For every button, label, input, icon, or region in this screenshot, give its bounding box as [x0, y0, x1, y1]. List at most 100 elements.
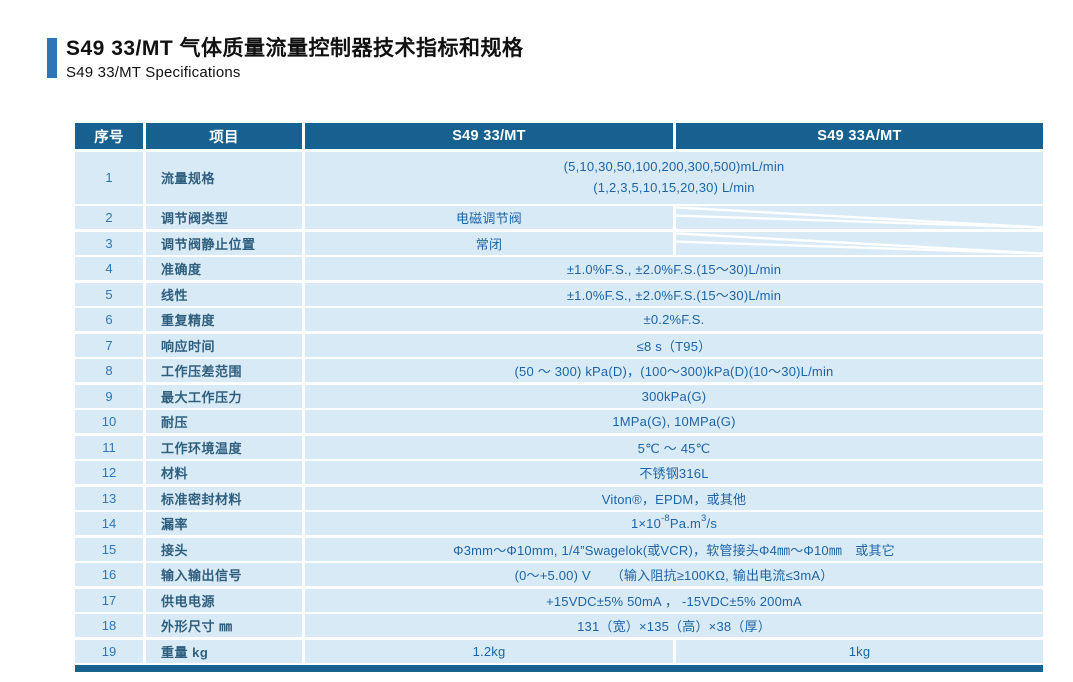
row-seq: 7 — [75, 333, 143, 357]
title-accent-bar — [47, 38, 57, 78]
row-item-label: 漏率 — [146, 512, 302, 535]
row-item-label: 耐压 — [146, 410, 302, 433]
table-row: 16 输入输出信号 (0～+5.00) V （输入阻抗≥100KΩ, 输出电流≤3m… — [75, 563, 1043, 586]
row-value: Viton®，EPDM，或其他 — [305, 486, 1043, 510]
row-value: (0～+5.00) V （输入阻抗≥100KΩ, 输出电流≤3mA） — [305, 563, 1043, 586]
row-seq: 4 — [75, 257, 143, 280]
table-row: 15 接头 Φ3mm～Φ10mm, 1/4”Swagelok(或VCR)，软管接头Φ… — [75, 537, 1043, 561]
row-value-part: 3 — [701, 513, 707, 524]
row-seq: 12 — [75, 461, 143, 484]
row-item-label: 响应时间 — [146, 333, 302, 357]
row-seq: 9 — [75, 384, 143, 408]
row-seq: 11 — [75, 435, 143, 459]
table-row: 1 流量规格 (5,10,30,50,100,200,300,500)mL/min(… — [75, 151, 1043, 204]
crossout-lines-icon — [676, 206, 1043, 229]
table-row: 11 工作环境温度 5℃ ～ 45℃ — [75, 435, 1043, 459]
row-value: 131（宽）×135（高）×38（厚） — [305, 614, 1043, 637]
table-row: 6 重复精度 ±0.2%F.S. — [75, 308, 1043, 331]
row-value: (50 ～ 300) kPa(D)，(100～300)kPa(D)(10～30)… — [305, 359, 1043, 382]
row-item-label: 线性 — [146, 282, 302, 306]
row-item-label: 外形尺寸 ㎜ — [146, 614, 302, 637]
row-seq: 10 — [75, 410, 143, 433]
crossout-lines-icon — [676, 231, 1043, 255]
row-item-label: 调节阀静止位置 — [146, 231, 302, 255]
table-row: 8 工作压差范围 (50 ～ 300) kPa(D)，(100～300)kPa(D)… — [75, 359, 1043, 382]
specifications-table: 序号 项目 S49 33/MT S49 33A/MT 1 流量规格 (5,10,30… — [75, 123, 1043, 663]
row-value-part: Pa.m — [669, 516, 702, 531]
row-seq: 6 — [75, 308, 143, 331]
header-model2: S49 33A/MT — [676, 123, 1043, 149]
header-item: 项目 — [146, 123, 302, 149]
row-seq: 8 — [75, 359, 143, 382]
row-item-label: 标准密封材料 — [146, 486, 302, 510]
row-value: ±1.0%F.S., ±2.0%F.S.(15～30)L/min — [305, 282, 1043, 306]
row-value: 不锈钢316L — [305, 461, 1043, 484]
na-crossed-cell — [676, 206, 1043, 229]
row-value-model1: 常闭 — [305, 231, 673, 255]
row-item-label: 接头 — [146, 537, 302, 561]
row-item-label: 最大工作压力 — [146, 384, 302, 408]
row-value: 1MPa(G), 10MPa(G) — [305, 410, 1043, 433]
table-row: 17 供电电源 +15VDC±5% 50mA ， -15VDC±5% 200mA — [75, 588, 1043, 612]
row-value-model1: 电磁调节阀 — [305, 206, 673, 229]
table-bottom-bar — [75, 665, 1043, 672]
row-item-label: 准确度 — [146, 257, 302, 280]
row-value-line: (5,10,30,50,100,200,300,500)mL/min — [563, 159, 785, 175]
row-seq: 2 — [75, 206, 143, 229]
row-seq: 18 — [75, 614, 143, 637]
table-row: 12 材料 不锈钢316L — [75, 461, 1043, 484]
row-value: ≤8 s（T95） — [305, 333, 1043, 357]
row-value: ±1.0%F.S., ±2.0%F.S.(15～30)L/min — [305, 257, 1043, 280]
row-seq: 19 — [75, 639, 143, 663]
row-value-model1: 1.2kg — [305, 639, 673, 663]
page-subtitle: S49 33/MT Specifications — [66, 64, 241, 82]
row-item-label: 工作压差范围 — [146, 359, 302, 382]
table-row: 4 准确度 ±1.0%F.S., ±2.0%F.S.(15～30)L/min — [75, 257, 1043, 280]
row-item-label: 材料 — [146, 461, 302, 484]
row-item-label: 重复精度 — [146, 308, 302, 331]
row-value: 5℃ ～ 45℃ — [305, 435, 1043, 459]
row-seq: 16 — [75, 563, 143, 586]
table-row: 14 漏率 1×10 -8 Pa.m 3/s — [75, 512, 1043, 535]
row-value-part: /s — [706, 516, 718, 531]
row-item-label: 工作环境温度 — [146, 435, 302, 459]
row-item-label: 供电电源 — [146, 588, 302, 612]
row-value-part: -8 — [661, 513, 670, 524]
table-row: 9 最大工作压力 300kPa(G) — [75, 384, 1043, 408]
row-seq: 3 — [75, 231, 143, 255]
row-seq: 5 — [75, 282, 143, 306]
row-seq: 17 — [75, 588, 143, 612]
page-title: S49 33/MT 气体质量流量控制器技术指标和规格 — [66, 37, 524, 60]
row-item-label: 调节阀类型 — [146, 206, 302, 229]
row-value-part: 1×10 — [630, 516, 662, 531]
row-seq: 15 — [75, 537, 143, 561]
row-item-label: 流量规格 — [146, 151, 302, 204]
title-block: S49 33/MT 气体质量流量控制器技术指标和规格 S49 33/MT Spe… — [47, 36, 524, 81]
row-value: ±0.2%F.S. — [305, 308, 1043, 331]
row-item-label: 重量 kg — [146, 639, 302, 663]
header-seq: 序号 — [75, 123, 143, 149]
row-value: 1×10 -8 Pa.m 3/s — [305, 512, 1043, 535]
table-row: 5 线性 ±1.0%F.S., ±2.0%F.S.(15～30)L/min — [75, 282, 1043, 306]
row-value-model2: 1kg — [676, 639, 1043, 663]
row-value-line: (1,2,3,5,10,15,20,30) L/min — [593, 179, 755, 195]
row-value: Φ3mm～Φ10mm, 1/4”Swagelok(或VCR)，软管接头Φ4㎜～Φ… — [305, 537, 1043, 561]
table-row: 18 外形尺寸 ㎜ 131（宽）×135（高）×38（厚） — [75, 614, 1043, 637]
row-value: 300kPa(G) — [305, 384, 1043, 408]
header-model1: S49 33/MT — [305, 123, 673, 149]
table-row: 2 调节阀类型 电磁调节阀 — [75, 206, 1043, 229]
row-seq: 13 — [75, 486, 143, 510]
row-seq: 1 — [75, 151, 143, 204]
table-header-row: 序号 项目 S49 33/MT S49 33A/MT — [75, 123, 1043, 149]
na-crossed-cell — [676, 231, 1043, 255]
table-row: 3 调节阀静止位置 常闭 — [75, 231, 1043, 255]
table-row: 19 重量 kg 1.2kg 1kg — [75, 639, 1043, 663]
row-value: (5,10,30,50,100,200,300,500)mL/min (1,2,3… — [305, 151, 1043, 204]
table-row: 10 耐压 1MPa(G), 10MPa(G) — [75, 410, 1043, 433]
row-item-label: 输入输出信号 — [146, 563, 302, 586]
table-row: 7 响应时间 ≤8 s（T95） — [75, 333, 1043, 357]
row-value: +15VDC±5% 50mA ， -15VDC±5% 200mA — [305, 588, 1043, 612]
table-row: 13 标准密封材料 Viton®，EPDM，或其他 — [75, 486, 1043, 510]
row-seq: 14 — [75, 512, 143, 535]
